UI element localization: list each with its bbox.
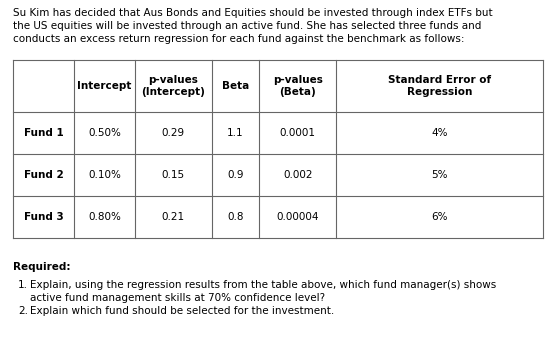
Text: Intercept: Intercept: [77, 81, 132, 91]
Text: 4%: 4%: [431, 128, 448, 138]
Text: Explain, using the regression results from the table above, which fund manager(s: Explain, using the regression results fr…: [30, 280, 497, 290]
Text: 0.9: 0.9: [227, 170, 244, 180]
Text: conducts an excess return regression for each fund against the benchmark as foll: conducts an excess return regression for…: [13, 34, 464, 44]
Text: 0.8: 0.8: [227, 212, 244, 222]
Text: 2.: 2.: [18, 306, 28, 316]
Text: Required:: Required:: [13, 262, 71, 272]
Text: Fund 2: Fund 2: [23, 170, 63, 180]
Text: 1.: 1.: [18, 280, 28, 290]
Text: Fund 3: Fund 3: [23, 212, 63, 222]
Text: Su Kim has decided that Aus Bonds and Equities should be invested through index : Su Kim has decided that Aus Bonds and Eq…: [13, 8, 493, 18]
Text: 0.002: 0.002: [283, 170, 312, 180]
Text: 5%: 5%: [431, 170, 448, 180]
Text: Beta: Beta: [222, 81, 249, 91]
Text: 0.0001: 0.0001: [280, 128, 316, 138]
Text: Standard Error of
Regression: Standard Error of Regression: [388, 75, 491, 97]
Text: 0.10%: 0.10%: [88, 170, 121, 180]
Text: 0.29: 0.29: [162, 128, 185, 138]
Text: 0.50%: 0.50%: [88, 128, 121, 138]
Text: the US equities will be invested through an active fund. She has selected three : the US equities will be invested through…: [13, 21, 481, 31]
Text: Fund 1: Fund 1: [23, 128, 63, 138]
Text: p-values
(Beta): p-values (Beta): [273, 75, 323, 97]
Text: 0.21: 0.21: [162, 212, 185, 222]
Text: active fund management skills at 70% confidence level?: active fund management skills at 70% con…: [30, 293, 325, 303]
Text: Explain which fund should be selected for the investment.: Explain which fund should be selected fo…: [30, 306, 334, 316]
Text: 0.15: 0.15: [162, 170, 185, 180]
Text: 6%: 6%: [431, 212, 448, 222]
Text: 1.1: 1.1: [227, 128, 244, 138]
Text: 0.80%: 0.80%: [88, 212, 121, 222]
Text: p-values
(Intercept): p-values (Intercept): [141, 75, 205, 97]
Text: 0.00004: 0.00004: [277, 212, 319, 222]
